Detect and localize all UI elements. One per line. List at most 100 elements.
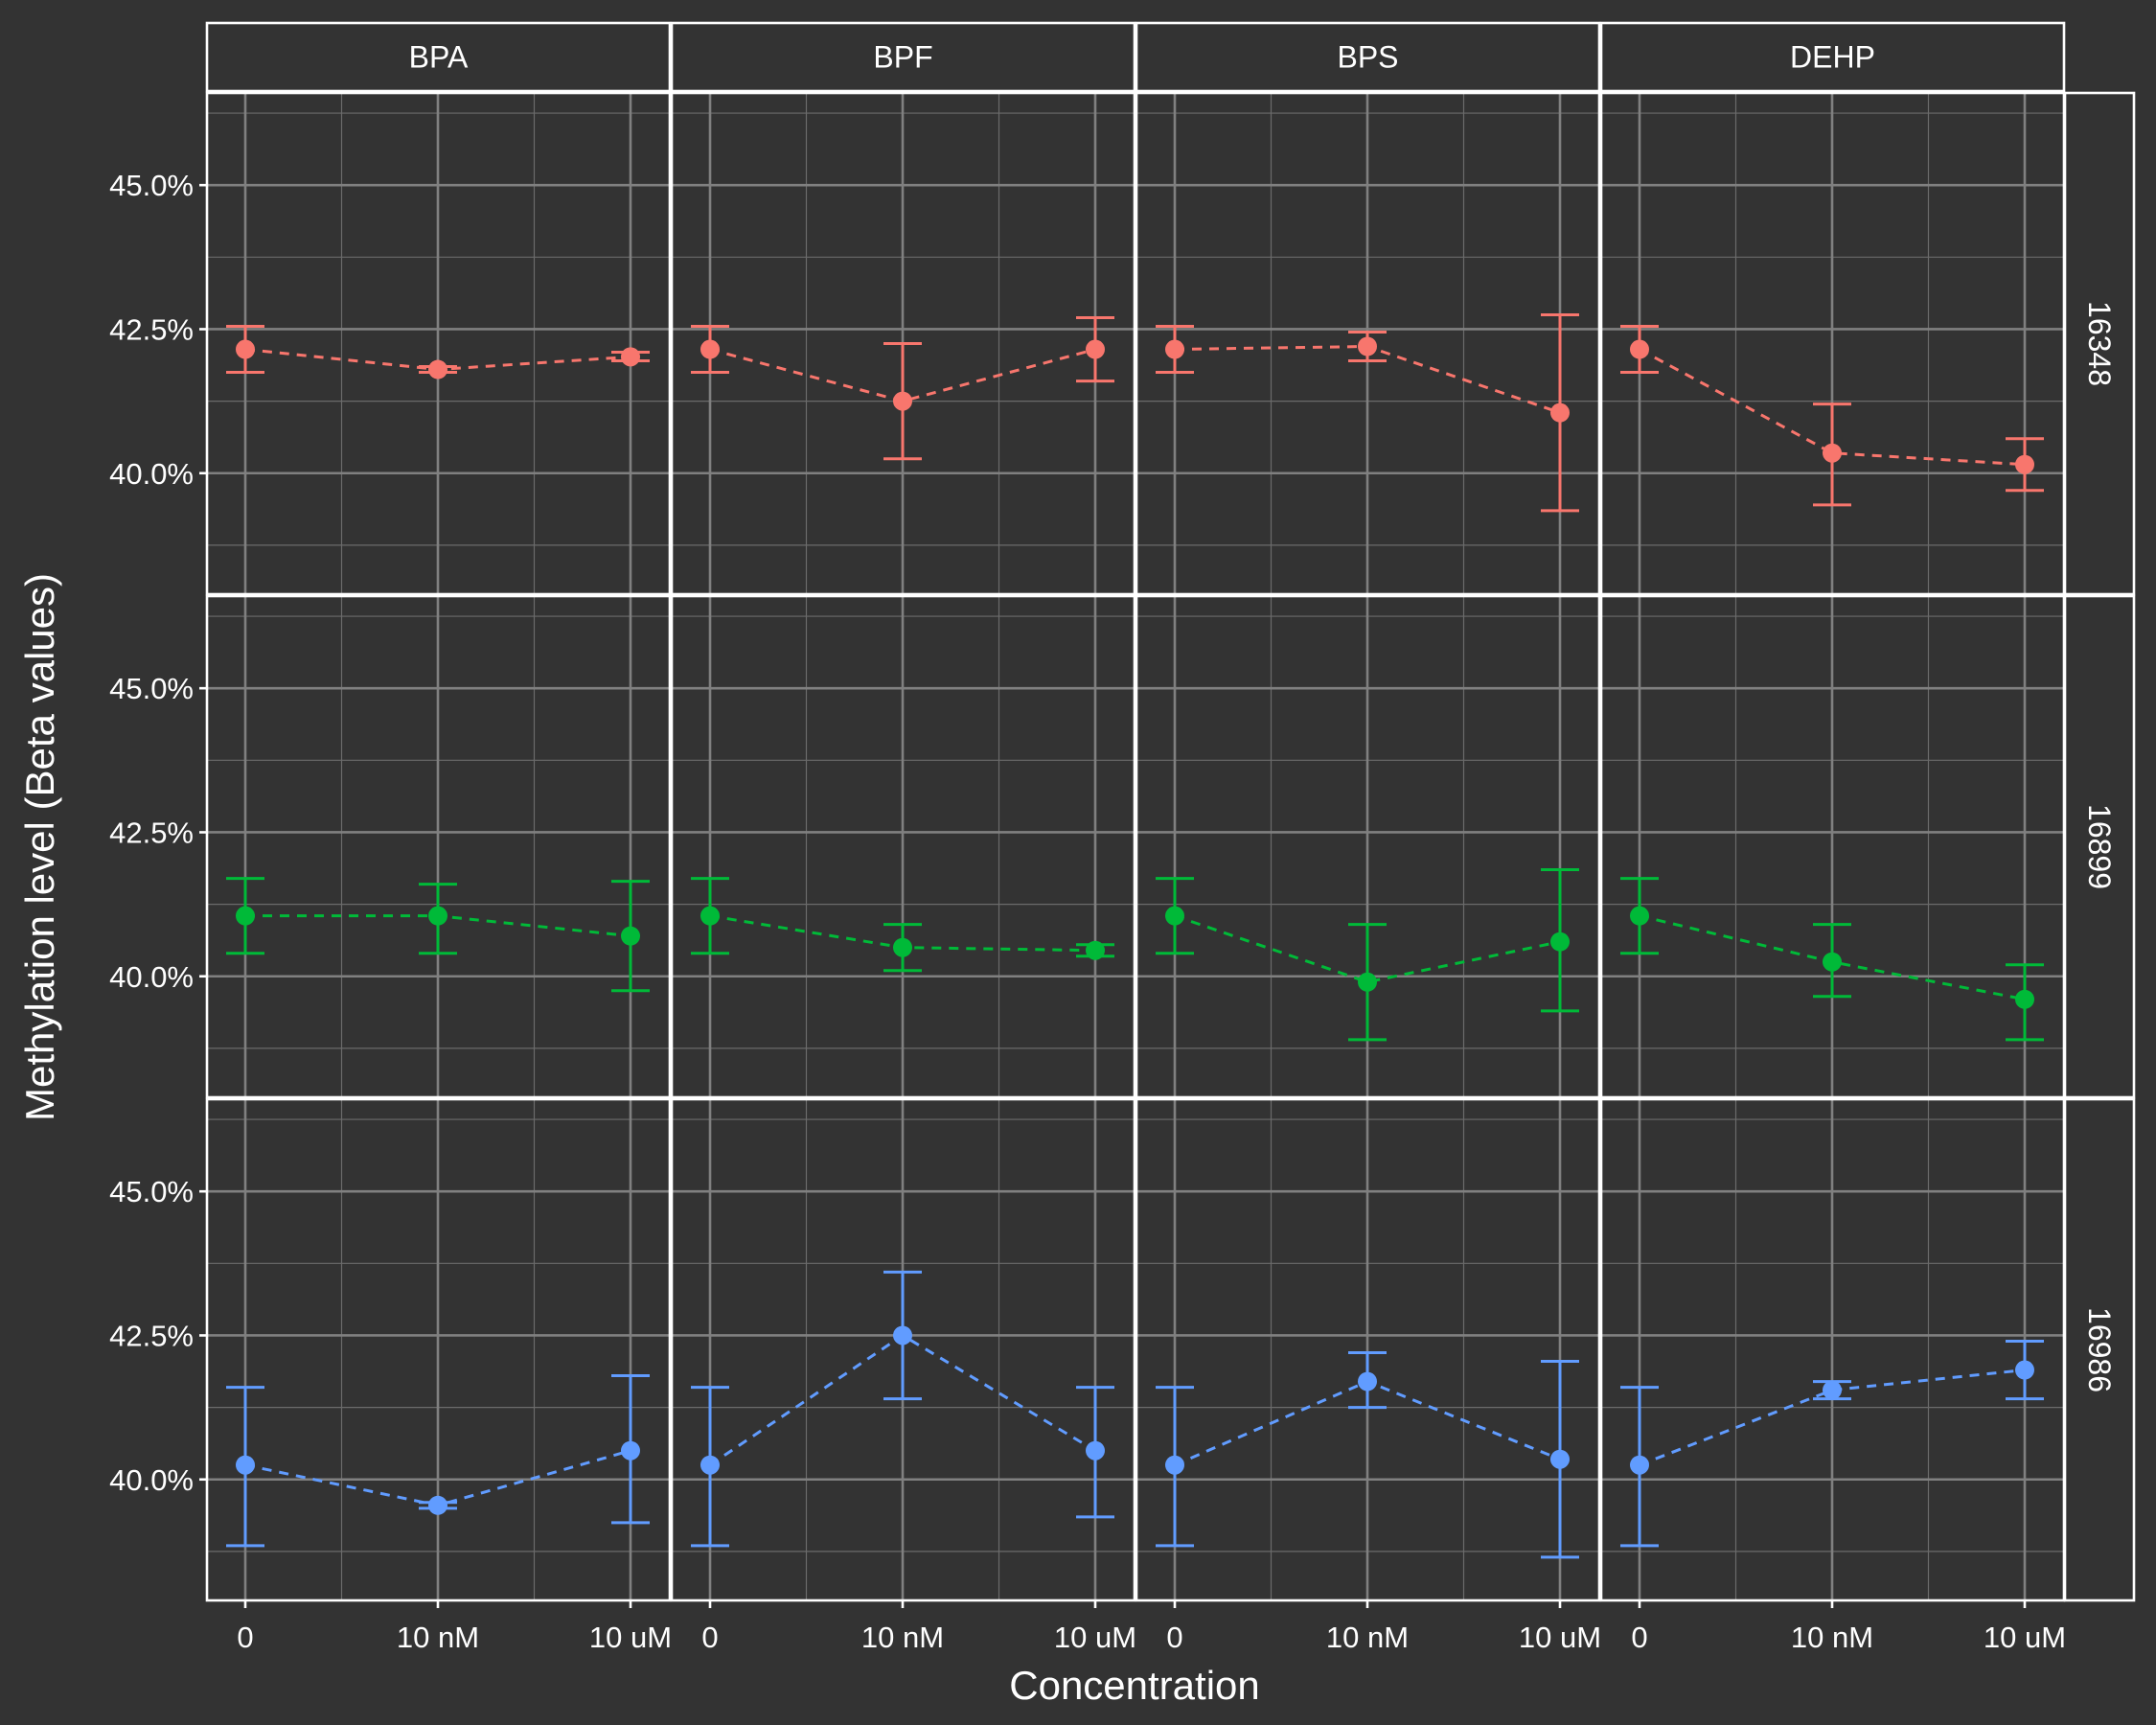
series-line-16348 [709, 348, 1096, 403]
row-strip-16899: 16899 [2063, 594, 2136, 1099]
y-tick-label: 40.0% [109, 960, 194, 994]
column-strip-DEHP: DEHP [1599, 21, 2066, 93]
data-point [236, 339, 255, 359]
data-point [1550, 402, 1570, 423]
y-tick-label: 45.0% [109, 672, 194, 705]
strip-background [2063, 1097, 2136, 1602]
strip-background [670, 21, 1136, 93]
column-strip-BPF: BPF [670, 21, 1136, 93]
data-point [1630, 1455, 1649, 1475]
column-strip-BPS: BPS [1135, 21, 1601, 93]
data-point [1165, 1455, 1184, 1475]
data-point [1823, 952, 1842, 972]
x-tick-label: 0 [1631, 1621, 1647, 1654]
data-point [2015, 989, 2034, 1009]
data-point [1086, 940, 1105, 960]
strip-background [1599, 21, 2066, 93]
row-strip-16986: 16986 [2063, 1097, 2136, 1602]
data-point [700, 339, 720, 359]
data-point [893, 937, 912, 957]
data-point [236, 906, 255, 926]
data-point [236, 1455, 255, 1475]
x-tick-label: 10 uM [1519, 1621, 1601, 1654]
axes-layer: 40.0% 42.5% 45.0% 40.0% 42.5% 45.0% 40.0% 42.5%… [109, 169, 2066, 1654]
data-point [621, 926, 640, 946]
row-strip-16348: 16348 [2063, 91, 2136, 596]
panel-16348-BPF [670, 91, 1136, 596]
strip-background [2063, 594, 2136, 1099]
y-tick-label: 42.5% [109, 1319, 194, 1352]
panel-border [670, 594, 1136, 1099]
strip-background [205, 21, 672, 93]
column-strip-label: BPF [873, 40, 932, 75]
panel-16899-DEHP [1599, 594, 2066, 1099]
data-point [1630, 339, 1649, 359]
y-tick-label: 42.5% [109, 816, 194, 849]
data-point [1165, 906, 1184, 926]
data-point [1165, 339, 1184, 359]
data-point [1550, 1449, 1570, 1469]
panel-border [670, 91, 1136, 596]
column-strip-label: BPA [409, 40, 469, 75]
strips-layer: 16348 16899 16986 BPA BPF BPS DEHP [205, 21, 2136, 1602]
panel-16348-BPS [1135, 91, 1601, 596]
x-tick-label: 10 uM [1984, 1621, 2066, 1654]
series-line-16348 [1639, 348, 2026, 467]
panel-16348-BPA [205, 91, 672, 596]
data-point [700, 1455, 720, 1475]
y-tick-label: 42.5% [109, 312, 194, 346]
row-strip-label: 16899 [2082, 804, 2117, 889]
panel-16986-BPF [670, 1097, 1136, 1602]
data-point [621, 347, 640, 367]
column-strip-label: BPS [1337, 40, 1398, 75]
series-line-16986 [1639, 1368, 2026, 1467]
panel-16986-BPA [205, 1097, 672, 1602]
column-strip-BPA: BPA [205, 21, 672, 93]
y-tick-label: 40.0% [109, 457, 194, 491]
y-tick-label: 45.0% [109, 1175, 194, 1208]
data-point [1823, 1380, 1842, 1400]
y-tick-label: 45.0% [109, 169, 194, 202]
x-tick-label: 10 nM [397, 1621, 479, 1654]
data-point [1550, 932, 1570, 952]
data-point [428, 906, 447, 926]
x-tick-label: 0 [1166, 1621, 1182, 1654]
data-point [700, 906, 720, 926]
data-point [1630, 906, 1649, 926]
data-point [428, 1495, 447, 1515]
panel-16899-BPS [1135, 594, 1601, 1099]
panel-border [205, 91, 672, 596]
panels-layer [205, 91, 2066, 1602]
column-strip-label: DEHP [1790, 40, 1875, 75]
x-axis-title: Concentration [1009, 1663, 1260, 1708]
y-axis-title: Methylation level (Beta values) [17, 573, 62, 1121]
panel-border [1135, 594, 1601, 1099]
row-strip-label: 16348 [2082, 301, 2117, 386]
x-tick-label: 0 [701, 1621, 718, 1654]
data-point [893, 391, 912, 411]
data-point [621, 1440, 640, 1460]
strip-background [1135, 21, 1601, 93]
panel-border [205, 594, 672, 1099]
panel-16986-DEHP [1599, 1097, 2066, 1602]
data-point [1358, 972, 1377, 992]
x-tick-label: 10 nM [861, 1621, 944, 1654]
data-point [1823, 443, 1842, 463]
x-tick-label: 0 [237, 1621, 253, 1654]
data-point [1358, 336, 1377, 356]
panel-border [1135, 91, 1601, 596]
data-point [1086, 1440, 1105, 1460]
data-point [893, 1325, 912, 1346]
panel-16348-DEHP [1599, 91, 2066, 596]
strip-background [2063, 91, 2136, 596]
series-line-16899 [1174, 914, 1561, 984]
x-tick-label: 10 nM [1326, 1621, 1409, 1654]
row-strip-label: 16986 [2082, 1307, 2117, 1392]
data-point [428, 359, 447, 380]
panel-16986-BPS [1135, 1097, 1601, 1602]
panel-16899-BPA [205, 594, 672, 1099]
data-point [1086, 339, 1105, 359]
data-point [2015, 454, 2034, 474]
x-tick-label: 10 uM [1054, 1621, 1136, 1654]
data-point [2015, 1360, 2034, 1380]
